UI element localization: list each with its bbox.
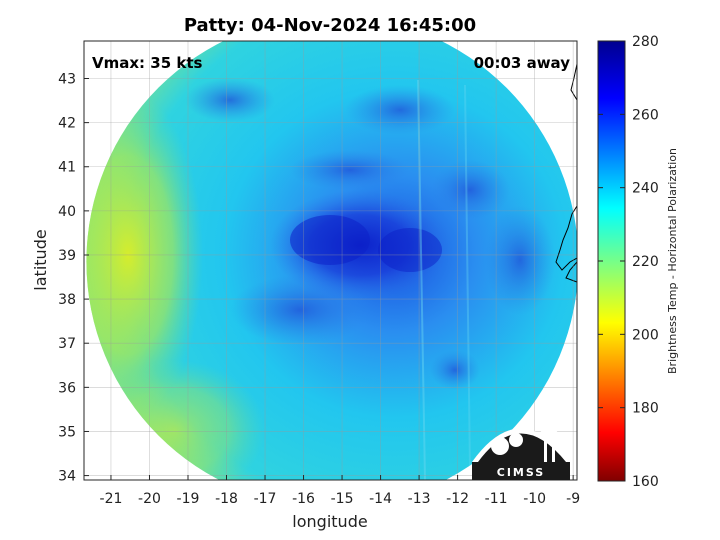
vmax-label: Vmax: 35 kts [92, 54, 202, 72]
x-tick-label: -10 [523, 491, 546, 507]
x-tick-label: -11 [485, 491, 508, 507]
y-tick-label: 42 [58, 116, 76, 132]
y-tick-label: 37 [58, 336, 76, 352]
y-tick-label: 41 [58, 160, 76, 176]
plot-frame [83, 40, 578, 481]
y-axis-ticks: 34 35 36 37 38 39 40 41 42 43 [58, 72, 89, 485]
cloud-cell [185, 78, 275, 122]
colorbar-label: Brightness Temp - Horizontal Polarizatio… [666, 148, 679, 374]
x-tick-label: -16 [292, 491, 315, 507]
coastline [565, 261, 577, 283]
cloud-cell [430, 350, 480, 390]
x-tick-label: -17 [254, 491, 277, 507]
cloud-cell [290, 150, 410, 190]
y-tick-label: 40 [58, 204, 76, 220]
cloud-cell [345, 85, 455, 135]
storm-core-inner [378, 228, 442, 272]
x-tick-label: -9 [566, 491, 580, 507]
colorbar-ticks: 160 180 200 220 240 260 280 [598, 34, 659, 490]
x-tick-label: -13 [408, 491, 431, 507]
time-offset-label: 00:03 away [474, 54, 571, 72]
x-tick-label: -14 [369, 491, 392, 507]
y-tick-label: 38 [58, 292, 76, 308]
colorbar: 160 180 200 220 240 260 280 Brightness Temp - … [597, 34, 679, 490]
cloud-cell [430, 160, 510, 220]
scan-seam [464, 84, 471, 471]
colorbar-tick-label: 180 [632, 401, 659, 417]
x-tick-label: -18 [215, 491, 238, 507]
storm-core-inner [290, 215, 370, 265]
figure-title: Patty: 04-Nov-2024 16:45:00 [184, 15, 476, 36]
y-tick-label: 39 [58, 248, 76, 264]
cloud-cell [485, 205, 555, 315]
coastline [570, 63, 577, 101]
x-tick-label: -20 [138, 491, 161, 507]
colorbar-tick-label: 240 [632, 181, 659, 197]
x-axis-ticks: -21 -20 -19 -18 -17 -16 -15 -14 -13 -12 -11 -10 -9 [100, 475, 580, 507]
y-tick-label: 35 [58, 424, 76, 440]
x-tick-label: -15 [331, 491, 354, 507]
cimss-logo: CIMSS [472, 420, 570, 480]
x-axis-label: longitude [292, 512, 367, 531]
y-axis-label: latitude [31, 229, 50, 290]
x-tick-label: -21 [100, 491, 123, 507]
colorbar-tick-label: 260 [632, 107, 659, 123]
coastline [555, 205, 577, 271]
x-tick-label: -19 [177, 491, 200, 507]
y-tick-label: 43 [58, 72, 76, 88]
colorbar-tick-label: 220 [632, 254, 659, 270]
colorbar-tick-label: 160 [632, 474, 659, 490]
colorbar-tick-label: 200 [632, 327, 659, 343]
logo-text: CIMSS [497, 466, 545, 479]
y-tick-label: 36 [58, 380, 76, 396]
map-plot [84, 41, 577, 480]
x-tick-label: -12 [446, 491, 469, 507]
colorbar-tick-label: 280 [632, 34, 659, 50]
y-tick-label: 34 [58, 469, 76, 485]
